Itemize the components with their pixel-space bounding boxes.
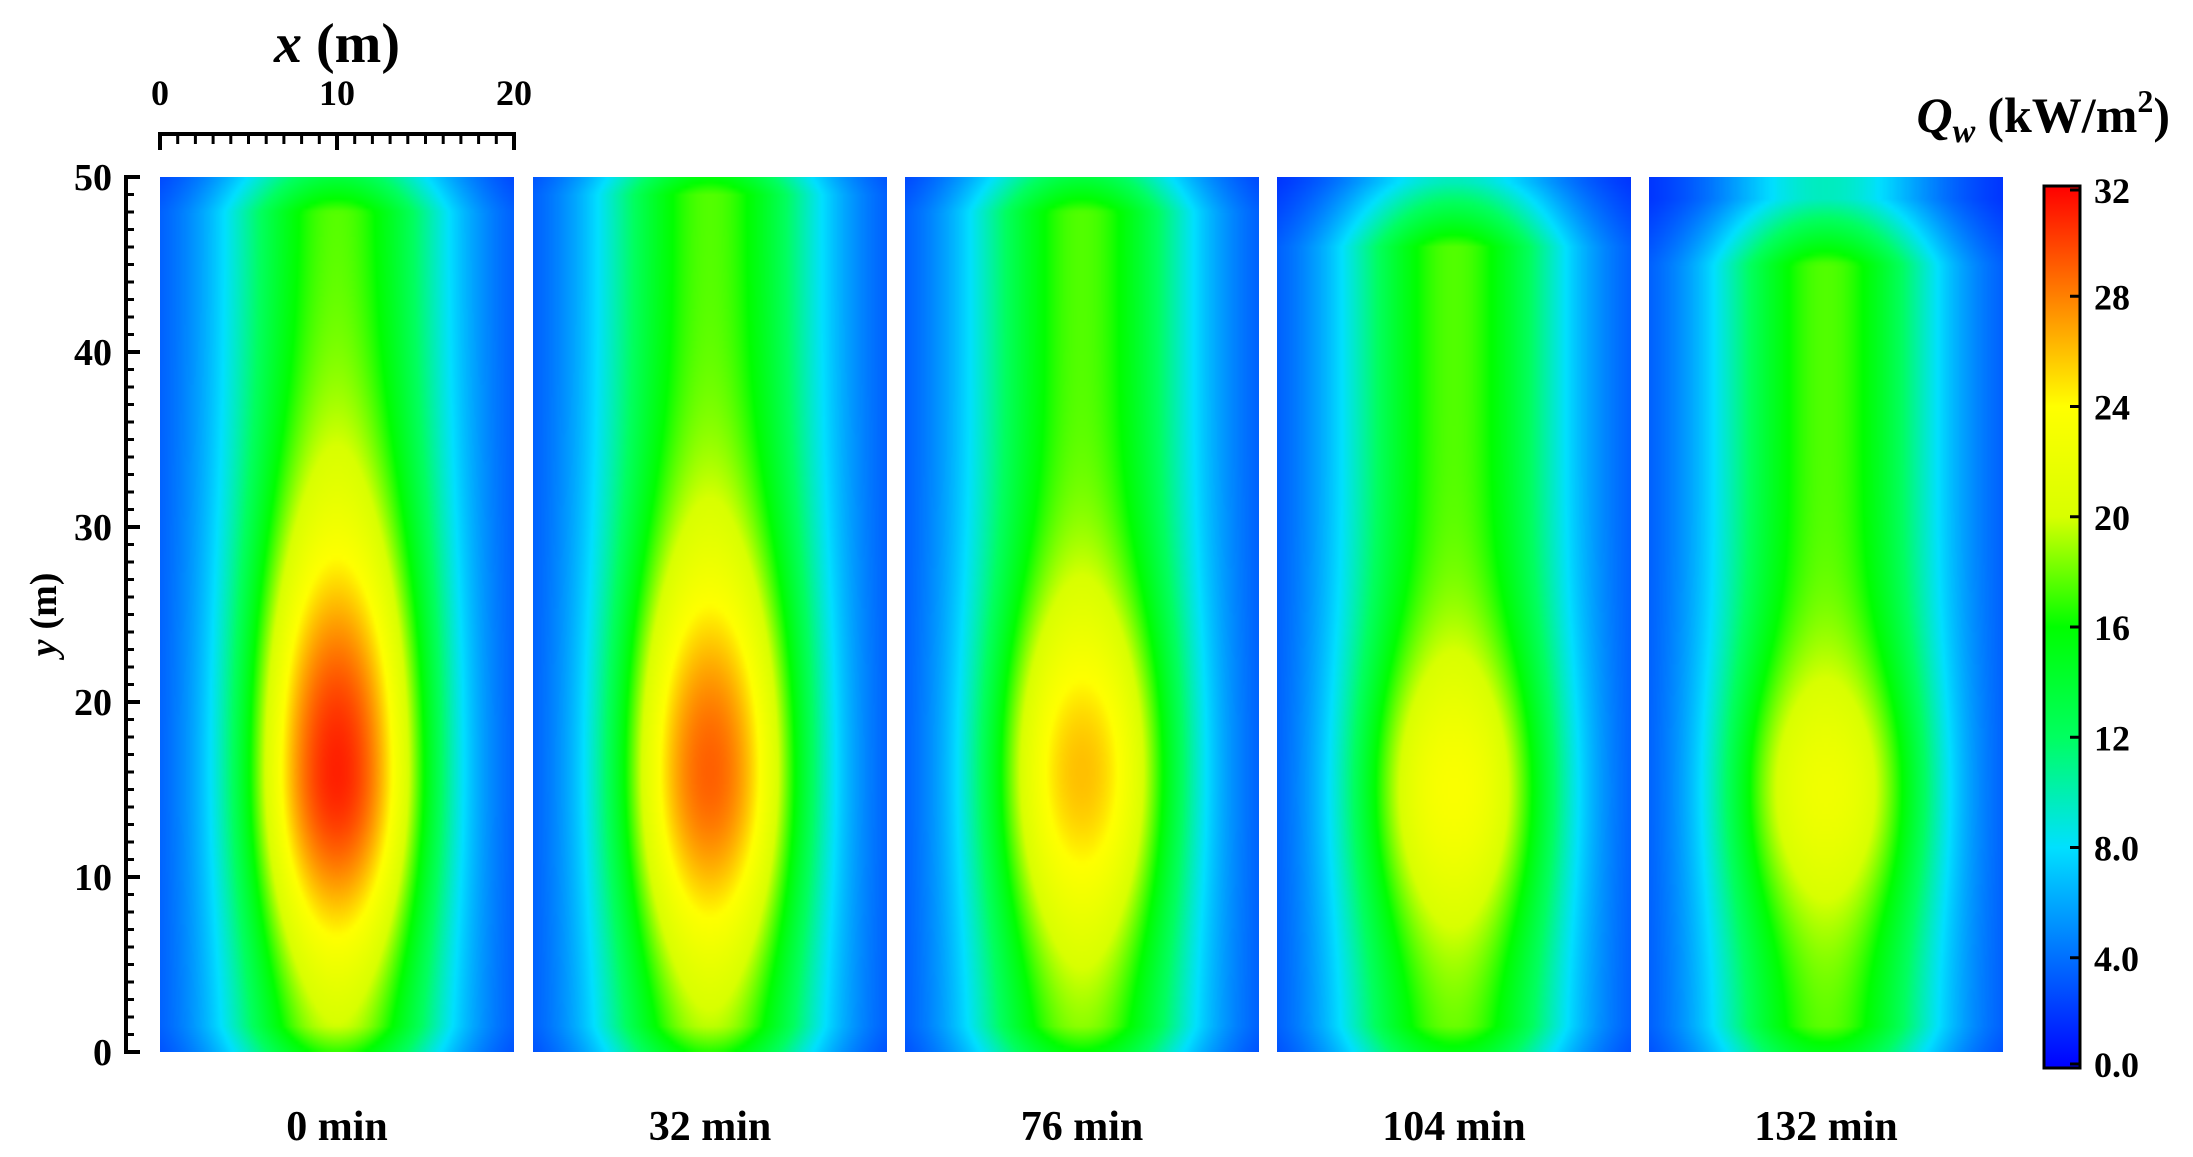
x-tick-label: 10 <box>319 73 355 113</box>
y-axis-unit: (m) <box>23 573 65 630</box>
colorbar-tick-label: 24 <box>2094 388 2130 428</box>
heatmap-canvas <box>905 177 1259 1052</box>
x-tick-label: 0 <box>151 73 169 113</box>
colorbar-close: ) <box>2153 87 2170 143</box>
heatmap-panel <box>1277 177 1631 1052</box>
colorbar-title: Qw (kW/m2) <box>1917 83 2170 150</box>
colorbar-tick-label: 4.0 <box>2094 939 2139 979</box>
y-axis-var: y <box>23 639 65 660</box>
colorbar-unit: (kW/m <box>1987 87 2137 143</box>
heatmap-panel <box>533 177 887 1052</box>
x-axis: 0 10 20 x (m) <box>151 13 532 150</box>
x-tick-label: 20 <box>496 73 532 113</box>
heatmap-canvas <box>1649 177 2003 1052</box>
colorbar-var: Q <box>1917 87 1953 143</box>
colorbar: 0.0 4.0 8.0 12 16 20 24 28 32 Qw (kW/m2) <box>1917 83 2170 1085</box>
y-tick-label: 30 <box>74 507 112 549</box>
colorbar-tick-label: 32 <box>2094 171 2130 211</box>
panel-label: 0 min <box>286 1104 388 1150</box>
panel-label: 32 min <box>649 1104 772 1150</box>
x-axis-var: x <box>273 13 302 75</box>
y-minor-ticks <box>126 175 140 1054</box>
y-tick-label: 10 <box>74 857 112 899</box>
colorbar-ticks: 0.0 4.0 8.0 12 16 20 24 28 32 <box>2070 171 2139 1085</box>
colorbar-tick-label: 28 <box>2094 277 2130 317</box>
y-axis: 0 10 20 30 40 50 y (m) <box>23 157 140 1074</box>
x-tick-labels: 0 10 20 <box>151 73 532 113</box>
heatmap-panel <box>905 177 1259 1052</box>
panel-label: 104 min <box>1382 1104 1526 1150</box>
y-tick-label: 40 <box>74 332 112 374</box>
x-axis-title: x (m) <box>273 13 400 75</box>
panel-label: 132 min <box>1754 1104 1898 1150</box>
colorbar-tick-label: 12 <box>2094 718 2130 758</box>
colorbar-tick-label: 0.0 <box>2094 1045 2139 1085</box>
heatmap-panel <box>160 177 514 1052</box>
colorbar-sup: 2 <box>2137 83 2153 119</box>
y-tick-label: 50 <box>74 157 112 199</box>
colorbar-tick-label: 20 <box>2094 498 2130 538</box>
y-axis-title: y (m) <box>23 573 65 661</box>
colorbar-tick-label: 16 <box>2094 608 2130 648</box>
heatmap-canvas <box>160 177 514 1052</box>
y-tick-labels: 0 10 20 30 40 50 <box>74 157 112 1074</box>
heatmap-canvas <box>533 177 887 1052</box>
x-axis-unit: (m) <box>316 13 400 75</box>
heatmap-panel <box>1649 177 2003 1052</box>
panel-label: 76 min <box>1021 1104 1144 1150</box>
colorbar-tick-label: 8.0 <box>2094 829 2139 869</box>
heatmap-panels <box>160 177 2003 1052</box>
x-minor-ticks <box>158 134 516 150</box>
y-tick-label: 0 <box>93 1032 112 1074</box>
panel-labels: 0 min 32 min 76 min 104 min 132 min <box>286 1104 1898 1150</box>
heatmap-canvas <box>1277 177 1631 1052</box>
y-tick-label: 20 <box>74 682 112 724</box>
colorbar-sub: w <box>1953 113 1976 150</box>
